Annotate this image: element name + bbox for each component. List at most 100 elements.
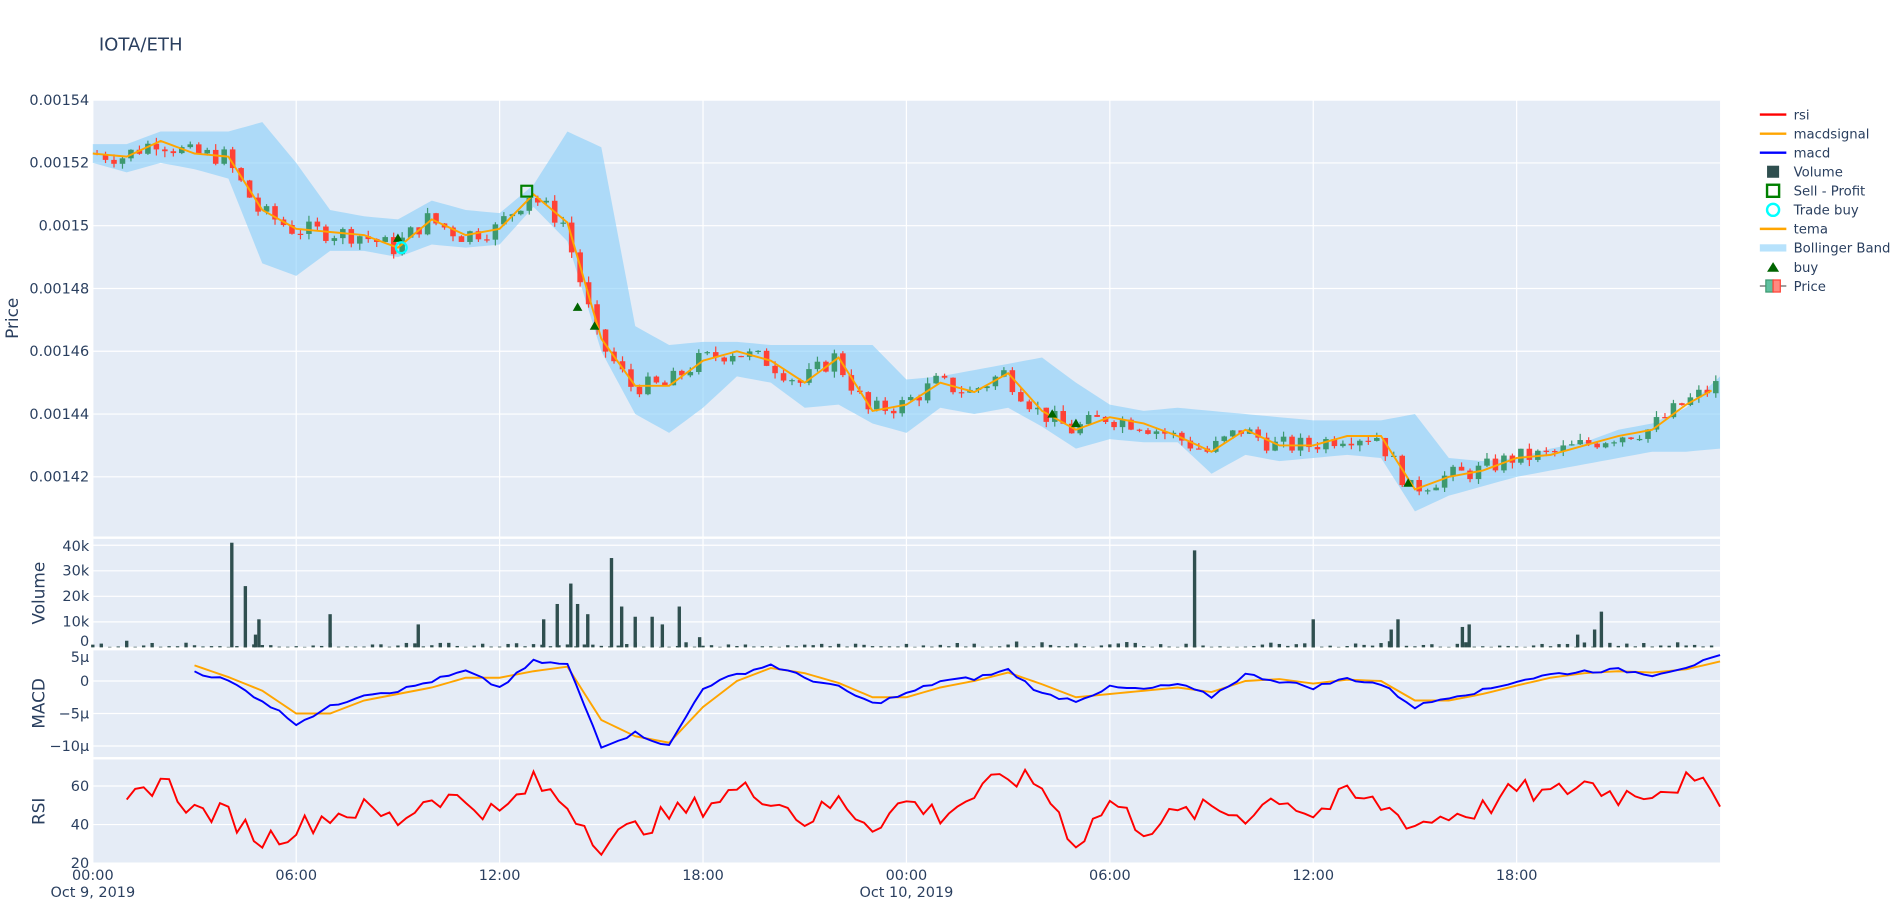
volume-bar [616, 645, 620, 648]
trade-buy-marker [394, 241, 408, 255]
volume-bar [1277, 643, 1282, 648]
volume-bar [167, 646, 171, 648]
volume-bar [1201, 645, 1205, 648]
candle-body [890, 410, 897, 414]
volume-bar [116, 646, 120, 648]
legend-item[interactable]: Volume [1767, 166, 1843, 181]
volume-bar [677, 606, 681, 648]
volume-bar [575, 603, 580, 648]
rsi-axis-title: RSI [29, 798, 49, 825]
candle-body [1153, 431, 1160, 434]
volume-bar [489, 646, 493, 648]
price-y-tick-label: 0.00148 [29, 281, 89, 297]
volume-bar [133, 646, 137, 648]
volume-bar [718, 646, 722, 648]
volume-bar [1040, 642, 1044, 648]
volume-y-tick-label: 30k [62, 564, 89, 580]
candle-body [331, 238, 338, 241]
volume-bar [387, 646, 392, 648]
volume-bar [1667, 645, 1671, 648]
candle-body [1458, 466, 1465, 471]
candle-body [1467, 470, 1473, 480]
buy-marker [1403, 478, 1413, 487]
volume-bar [235, 646, 239, 648]
volume-bar [1057, 646, 1061, 648]
x-tick-label: 00:00 [72, 868, 114, 884]
volume-bar [1209, 646, 1214, 648]
volume-bar [557, 645, 561, 648]
x-tick-label: 06:00 [1089, 868, 1131, 884]
volume-bar [328, 614, 332, 648]
x-tick-label: 18:00 [682, 868, 724, 884]
candle-body [1594, 443, 1600, 448]
volume-bar [1006, 644, 1010, 648]
volume-bar [697, 637, 702, 648]
volume-bar [336, 646, 341, 648]
candle-body [1035, 407, 1041, 410]
volume-bar [514, 643, 519, 648]
candle-body [1001, 370, 1007, 377]
candle-body [1196, 448, 1202, 450]
candle-body [518, 210, 524, 215]
candle-body [306, 221, 312, 234]
candle-body [467, 231, 473, 242]
candle-body [1009, 370, 1016, 393]
volume-bar [1362, 644, 1366, 648]
volume-bar [99, 643, 103, 648]
volume-bar [447, 642, 451, 648]
volume-bar [1642, 643, 1646, 648]
volume-bar [1404, 645, 1409, 648]
candle-body [1568, 444, 1575, 446]
volume-bar [769, 646, 773, 648]
legend[interactable]: rsi macdsignal macd Volume Sell - Profit Trad… [1759, 108, 1890, 295]
volume-bar [1650, 646, 1654, 648]
candle-body [755, 350, 761, 352]
volume-bar [1467, 624, 1471, 648]
candle-body [712, 352, 719, 358]
legend-item[interactable]: tema [1759, 223, 1828, 238]
candle-body [1670, 403, 1677, 418]
volume-bar [625, 644, 629, 648]
volume-bar [464, 646, 468, 648]
volume-bar [981, 646, 985, 648]
volume-bar [1389, 629, 1393, 648]
volume-bar [277, 646, 281, 648]
candle-body [1263, 437, 1270, 451]
volume-bar [286, 646, 290, 648]
legend-item[interactable]: Price [1759, 279, 1826, 295]
legend-item[interactable]: rsi [1759, 108, 1810, 123]
volume-bar [404, 642, 409, 648]
candle-body [526, 198, 533, 211]
legend-item[interactable]: Sell - Profit [1765, 183, 1865, 200]
volume-bar [1616, 645, 1621, 648]
legend-item[interactable]: macd [1759, 147, 1830, 162]
legend-item[interactable]: Trade buy [1765, 202, 1859, 219]
x-tick-date-label: Oct 9, 2019 [50, 885, 135, 901]
candle-body [1433, 487, 1439, 491]
legend-item[interactable]: buy [1767, 261, 1818, 276]
candle-body [145, 143, 151, 154]
candle-body [179, 147, 185, 154]
volume-bar [1311, 619, 1315, 648]
candle-body [1145, 430, 1151, 434]
volume-y-tick-label: 20k [62, 589, 89, 605]
candle-body [1170, 432, 1177, 434]
candle-body [797, 380, 804, 383]
legend-item[interactable]: Bollinger Band [1759, 242, 1890, 257]
rsi-y-tick-label: 60 [71, 779, 89, 795]
volume-bar [701, 645, 705, 648]
volume-bar [1252, 645, 1256, 648]
volume-bar [1447, 646, 1451, 648]
candle-body [1340, 443, 1346, 447]
volume-bar [1633, 646, 1637, 648]
candle-body [1475, 465, 1482, 480]
volume-bar [1184, 643, 1188, 648]
candle-body [1628, 437, 1634, 439]
volume-bar [930, 646, 934, 648]
legend-label: rsi [1794, 108, 1810, 123]
candle-body [1560, 445, 1567, 452]
candle-body [1704, 389, 1711, 394]
candle-body [1212, 440, 1219, 452]
legend-item[interactable]: macdsignal [1759, 127, 1870, 142]
volume-bar [786, 645, 790, 648]
